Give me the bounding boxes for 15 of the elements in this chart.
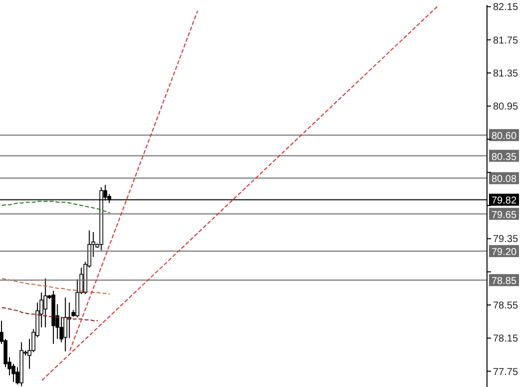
y-tick-label: 80.95: [493, 102, 518, 113]
y-tick-label: 78.15: [493, 334, 518, 345]
ref-line-label: 80.08: [491, 174, 517, 186]
y-tick-label: 81.75: [493, 35, 518, 46]
y-tick-label: 81.35: [493, 68, 518, 80]
y-tick-label: 79.35: [493, 234, 518, 246]
y-tick-label: 77.75: [493, 366, 518, 378]
ref-line-label: 80.35: [491, 152, 517, 163]
y-tick-label: 78.55: [493, 300, 518, 312]
ref-line-label: 79.20: [491, 247, 517, 258]
ref-line-label: 79.65: [491, 210, 517, 221]
ref-line-label: 79.82: [491, 196, 517, 207]
ref-line-label: 78.85: [491, 276, 517, 288]
y-tick-label: 82.15: [493, 2, 518, 14]
ref-line-label: 80.60: [491, 131, 517, 142]
